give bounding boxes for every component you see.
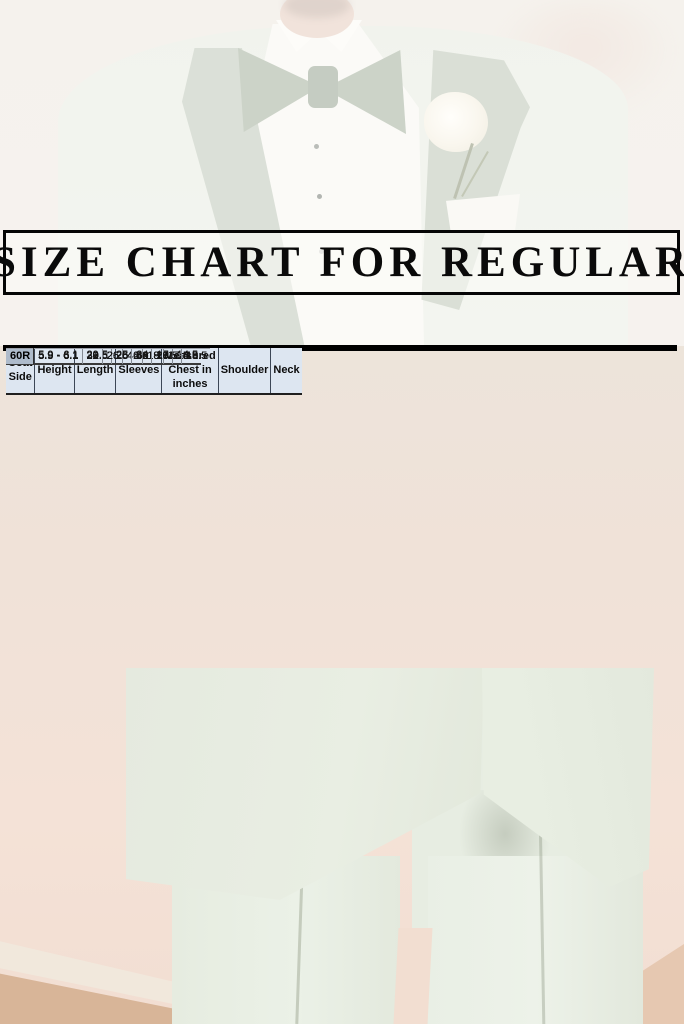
trouser-leg-gap [393, 928, 433, 1024]
size-cell: 5.9 - 6.1 [33, 347, 83, 364]
column-header-shoulder: Shoulder [217, 348, 271, 396]
row-label: 60R [6, 347, 35, 364]
size-cell: 20.5 [151, 347, 182, 364]
banner-title: SIZE CHART FOR REGULAR [0, 239, 684, 286]
size-cell: 32 [81, 347, 103, 364]
size-cell: 19.5 [180, 347, 211, 364]
size-cell: 60 [131, 347, 152, 364]
banner: SIZE CHART FOR REGULAR [0, 230, 684, 295]
table-row: 60R 5.9 - 6.1 32 26.5 60 20.5 19.5 [6, 347, 211, 364]
column-header-neck: Neck [270, 348, 302, 396]
size-chart-table: Coat Size Chart Size Chart - Regular Coa… [3, 345, 677, 396]
size-cell: 26.5 [101, 347, 132, 364]
